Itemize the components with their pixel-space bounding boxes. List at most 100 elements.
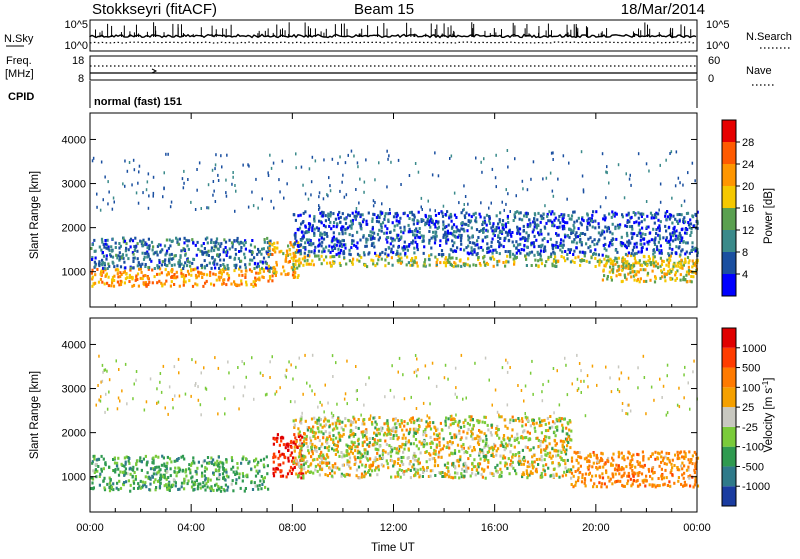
heatmap-cell — [240, 260, 242, 263]
heatmap-cell — [120, 487, 122, 490]
heatmap-cell — [460, 265, 462, 268]
heatmap-cell — [294, 268, 296, 271]
heatmap-cell — [437, 464, 439, 467]
heatmap-cell — [110, 245, 112, 248]
heatmap-cell — [257, 488, 259, 491]
heatmap-cell — [145, 263, 147, 266]
heatmap-cell — [272, 266, 274, 269]
heatmap-cell — [350, 424, 352, 427]
heatmap-cell — [454, 249, 456, 252]
heatmap-cell — [693, 248, 695, 251]
heatmap-cell — [657, 266, 659, 269]
heatmap-cell — [300, 469, 302, 472]
heatmap-cell — [562, 240, 564, 243]
heatmap-cell — [496, 263, 498, 266]
heatmap-cell — [461, 468, 463, 471]
heatmap-cell — [317, 470, 319, 473]
heatmap-cell — [429, 264, 431, 267]
heatmap-cell — [628, 220, 630, 223]
heatmap-cell — [452, 462, 454, 465]
heatmap-cell — [173, 276, 175, 279]
heatmap-cell — [223, 476, 225, 479]
heatmap-cell — [647, 259, 649, 262]
heatmap-cell — [499, 474, 501, 477]
heatmap-cell — [578, 217, 580, 220]
heatmap-cell — [526, 264, 528, 267]
heatmap-cell — [216, 263, 218, 266]
heatmap-cell — [329, 435, 331, 438]
heatmap-cell — [682, 241, 684, 244]
heatmap-cell — [236, 283, 238, 286]
heatmap-cell — [340, 216, 342, 219]
heatmap-noise — [510, 210, 512, 213]
heatmap-cell — [195, 244, 197, 247]
heatmap-cell — [300, 422, 302, 425]
heatmap-cell — [523, 429, 525, 432]
heatmap-cell — [462, 430, 464, 433]
heatmap-cell — [189, 471, 191, 474]
heatmap-noise — [432, 173, 434, 176]
heatmap-cell — [310, 243, 312, 246]
heatmap-cell — [553, 475, 555, 478]
heatmap-cell — [403, 434, 405, 437]
heatmap-cell — [657, 262, 659, 265]
heatmap-cell — [611, 482, 613, 485]
heatmap-noise — [605, 171, 607, 174]
heatmap-cell — [433, 432, 435, 435]
heatmap-cell — [339, 434, 341, 437]
heatmap-cell — [436, 438, 438, 441]
heatmap-cell — [253, 267, 255, 270]
heatmap-cell — [424, 258, 426, 261]
heatmap-cell — [212, 472, 214, 475]
heatmap-cell — [186, 239, 188, 242]
heatmap-cell — [311, 418, 313, 421]
heatmap-cell — [339, 439, 341, 442]
heatmap-cell — [129, 274, 131, 277]
heatmap-cell — [541, 455, 543, 458]
heatmap-cell — [550, 255, 552, 258]
heatmap-cell — [115, 268, 117, 271]
heatmap-cell — [439, 244, 441, 247]
heatmap-cell — [183, 487, 185, 490]
heatmap-cell — [535, 239, 537, 242]
heatmap-cell — [394, 475, 396, 478]
heatmap-cell — [220, 276, 222, 279]
heatmap-cell — [144, 256, 146, 259]
heatmap-cell — [441, 212, 443, 215]
heatmap-noise — [232, 171, 234, 174]
heatmap-cell — [557, 246, 559, 249]
heatmap-cell — [218, 276, 220, 279]
heatmap-cell — [578, 227, 580, 230]
heatmap-cell — [202, 485, 204, 488]
heatmap-cell — [280, 440, 282, 443]
heatmap-cell — [454, 465, 456, 468]
heatmap-cell — [328, 218, 330, 221]
heatmap-cell — [420, 468, 422, 471]
heatmap-cell — [218, 469, 220, 472]
heatmap-cell — [284, 456, 286, 459]
heatmap-cell — [397, 438, 399, 441]
heatmap-noise — [443, 205, 445, 208]
heatmap-cell — [305, 442, 307, 445]
heatmap-cell — [454, 452, 456, 455]
heatmap-cell — [397, 259, 399, 262]
heatmap-cell — [204, 484, 206, 487]
heatmap-cell — [267, 253, 269, 256]
heatmap-cell — [216, 237, 218, 240]
heatmap-cell — [333, 236, 335, 239]
y-tick-label: 1000 — [62, 267, 86, 279]
heatmap-cell — [207, 456, 209, 459]
heatmap-cell — [633, 246, 635, 249]
heatmap-cell — [264, 238, 266, 241]
heatmap-cell — [486, 235, 488, 238]
heatmap-cell — [263, 257, 265, 260]
colorbar-swatch — [722, 142, 736, 164]
heatmap-cell — [492, 222, 494, 225]
heatmap-cell — [269, 275, 271, 278]
heatmap-cell — [639, 232, 641, 235]
nave-label: Nave — [746, 65, 772, 77]
heatmap-cell — [392, 437, 394, 440]
heatmap-cell — [598, 222, 600, 225]
heatmap-cell — [384, 264, 386, 267]
heatmap-cell — [351, 242, 353, 245]
